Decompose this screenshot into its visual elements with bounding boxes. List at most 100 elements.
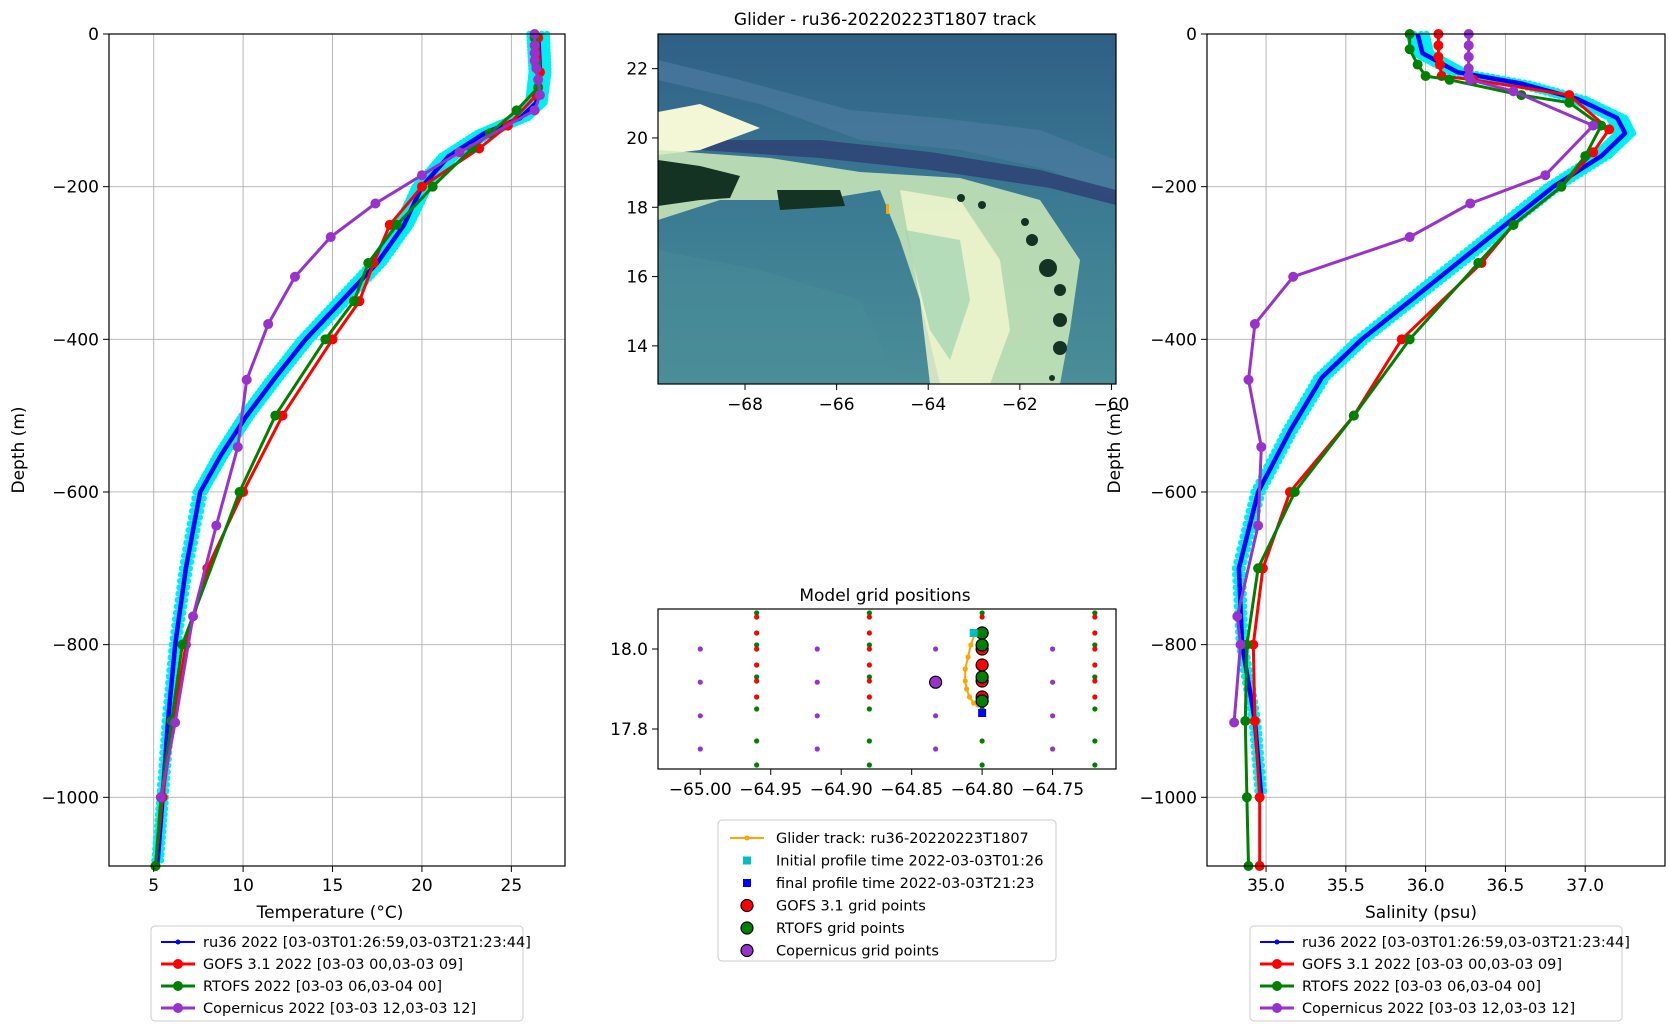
gofs-grid-dot (866, 662, 872, 668)
series-point-2 (1253, 563, 1264, 574)
y-tick-label: −1000 (1139, 788, 1197, 808)
gofs-grid-dot (754, 630, 760, 636)
series-point-1 (1434, 59, 1445, 70)
series-point-2 (1412, 59, 1423, 70)
legend-final-marker (743, 879, 751, 887)
temperature-series (150, 29, 545, 871)
series-point-3 (170, 717, 181, 728)
rtofs-grid-dot (866, 610, 872, 616)
center-legend-label: Copernicus grid points (776, 944, 939, 960)
series-point-3 (416, 170, 427, 181)
series-point-3 (1588, 120, 1599, 131)
grid-x-tick-label: −64.95 (739, 780, 802, 800)
glider-cloud-point (1283, 442, 1291, 450)
salinity-legend: ru36 2022 [03-03T01:26:59,03-03T21:23:44… (1249, 925, 1630, 1022)
series-point-3 (155, 792, 166, 803)
glider-cloud-point (191, 539, 199, 547)
gofs-grid-dot (866, 646, 872, 652)
copernicus-grid-dot (814, 746, 820, 752)
copernicus-grid-dot (814, 679, 820, 685)
series-point-1 (1564, 90, 1575, 101)
series-point-3 (211, 520, 222, 531)
series-point-3 (1463, 51, 1474, 62)
selected-rtofs-point (975, 638, 989, 652)
series-point-2 (391, 219, 402, 230)
grid-panel: Model grid positions −65.00 −64.95 −64.90−… (610, 586, 1117, 800)
map-x-tick-label: −60 (1093, 395, 1129, 415)
legend-grid-marker (740, 943, 754, 958)
glider-cloud-point (1289, 432, 1296, 440)
y-tick-label: 0 (88, 25, 99, 45)
series-point-3 (370, 198, 381, 209)
grid-track-point (962, 678, 968, 684)
salinity-series (1229, 29, 1628, 871)
y-tick-label: −1000 (41, 788, 99, 808)
series-point-2 (1596, 120, 1607, 131)
rtofs-grid-dot (979, 762, 985, 768)
x-tick-label: 25 (501, 876, 523, 896)
series-point-3 (533, 74, 544, 85)
x-tick-label: 35.0 (1247, 876, 1285, 896)
map-y-tick-label: 20 (626, 129, 648, 149)
grid-track-point (971, 700, 977, 706)
salinity-panel: 35.0 35.5 36.0 36.5 37.0 0 −200 −400 −600 −800 −10… (1105, 25, 1666, 1022)
grid-track-point (968, 642, 974, 648)
legend-label: ru36 2022 [03-03T01:26:59,03-03T21:23:44… (1302, 935, 1630, 951)
temperature-ylabel: Depth (m) (9, 406, 29, 493)
grid-points (697, 610, 1098, 768)
grid-x-tick-label: −65.00 (669, 780, 732, 800)
copernicus-grid-dot (814, 646, 820, 652)
center-legend-items: Glider track: ru36-20220223T1807 Initial … (730, 831, 1043, 960)
legend-label: Copernicus 2022 [03-03 12,03-03 12] (1302, 1001, 1575, 1017)
series-point-3 (1249, 319, 1260, 330)
series-point-1 (1433, 51, 1444, 62)
rtofs-grid-dot (754, 706, 760, 712)
series-point-3 (1256, 441, 1267, 452)
copernicus-grid-dot (1049, 746, 1056, 752)
y-tick-label: −800 (1150, 636, 1197, 656)
legend-swatch-marker (1272, 981, 1282, 991)
map-y-tick-label: 22 (626, 60, 648, 80)
salinity-ylabel: Depth (m) (1105, 406, 1125, 493)
grid-frame (657, 608, 1117, 770)
series-point-2 (1564, 97, 1575, 108)
x-tick-label: 5 (148, 876, 159, 896)
gofs-grid-dot (866, 630, 872, 636)
series-point-3 (1463, 40, 1474, 51)
series-point-2 (1580, 151, 1591, 162)
series-point-3 (1465, 74, 1476, 85)
legend-swatch-marker (173, 959, 183, 969)
salinity-plot-frame (1206, 33, 1666, 867)
rtofs-grid-dot (754, 674, 760, 680)
map-y-tick-label: 18 (626, 198, 648, 218)
x-tick-label: 36.0 (1407, 876, 1445, 896)
selected-rtofs-point (975, 670, 989, 684)
legend-box (1249, 925, 1623, 1022)
x-tick-label: 37.0 (1566, 876, 1604, 896)
series-point-2 (348, 296, 359, 307)
rtofs-grid-dot (754, 642, 760, 648)
copernicus-grid-dot (697, 646, 703, 652)
copernicus-grid-dot (933, 746, 939, 752)
rtofs-grid-dot (754, 738, 760, 744)
grid-x-tick-label: −64.80 (951, 780, 1014, 800)
series-point-3 (188, 611, 199, 622)
map-x-tick-label: −68 (727, 395, 763, 415)
rtofs-grid-dot (1092, 706, 1098, 712)
rtofs-grid-dot (866, 642, 872, 648)
gofs-grid-dot (1092, 630, 1098, 636)
rtofs-grid-dot (866, 706, 872, 712)
series-point-3 (1508, 86, 1519, 97)
series-point-2 (1508, 219, 1519, 230)
series-point-3 (1235, 639, 1246, 650)
x-tick-label: 15 (322, 876, 344, 896)
grid-track-point (962, 666, 968, 672)
series-point-3 (529, 48, 540, 59)
series-point-1 (1604, 124, 1615, 135)
series-point-2 (270, 410, 281, 421)
copernicus-grid-dot (933, 646, 939, 652)
series-point-3 (534, 90, 545, 101)
map-frame (657, 33, 1117, 385)
legend-label: Copernicus 2022 [03-03 12,03-03 12] (203, 1001, 476, 1017)
temperature-plot-frame (108, 33, 566, 867)
